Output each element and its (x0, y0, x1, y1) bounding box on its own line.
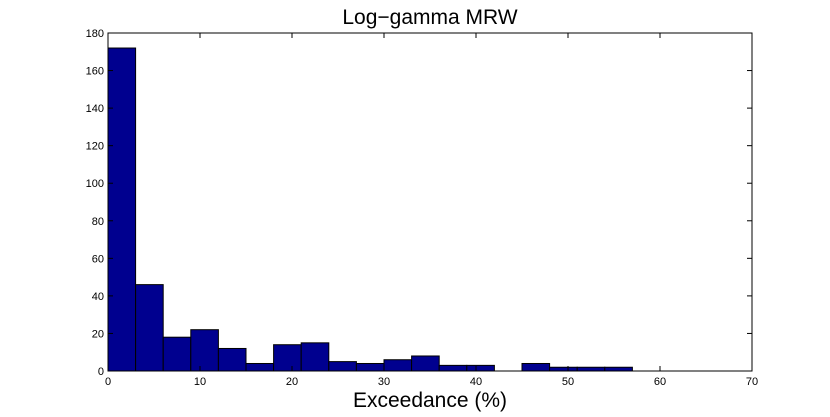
plot-frame (107, 32, 753, 372)
histogram-bar (355, 362, 385, 372)
histogram-bar (273, 344, 302, 372)
histogram-bar (438, 364, 468, 372)
histogram-bar (576, 366, 606, 372)
y-tick-label: 140 (86, 103, 104, 115)
y-tick-label: 60 (92, 253, 104, 265)
y-tick-label: 80 (92, 216, 104, 228)
y-tick-label: 20 (92, 328, 104, 340)
chart-title: Log−gamma MRW (342, 6, 517, 29)
histogram-bar (162, 336, 192, 372)
x-tick-label: 0 (105, 376, 111, 388)
histogram-bar (328, 361, 357, 372)
x-tick-label: 70 (746, 376, 758, 388)
y-tick-label: 180 (86, 28, 104, 40)
y-tick-label: 160 (86, 66, 104, 78)
histogram-bar (300, 342, 330, 372)
histogram-bar (549, 366, 578, 372)
x-tick-label: 30 (378, 376, 390, 388)
histogram-bar (604, 366, 633, 372)
histogram-bar (217, 347, 247, 372)
histogram-bar (521, 362, 551, 372)
x-tick-label: 50 (562, 376, 574, 388)
histogram-bar (107, 47, 137, 372)
ticks-group: 0 10 20 30 40 50 60 70 0 20 40 60 80 100 120 140 160 180 (86, 28, 758, 388)
y-tick-label: 100 (86, 178, 104, 190)
histogram-bar (466, 364, 495, 372)
y-tick-label: 0 (98, 366, 104, 378)
x-tick-label: 40 (470, 376, 482, 388)
x-axis-label: Exceedance (%) (353, 389, 507, 412)
x-tick-label: 10 (194, 376, 206, 388)
y-tick-label: 120 (86, 141, 104, 153)
histogram-bar (190, 329, 219, 372)
histogram-bar (245, 362, 275, 372)
bars-group (107, 47, 633, 372)
x-tick-label: 60 (654, 376, 666, 388)
y-tick-label: 40 (92, 291, 104, 303)
histogram-bar (135, 284, 164, 372)
x-tick-label: 20 (286, 376, 298, 388)
histogram-bar (383, 359, 413, 372)
histogram-bar (411, 355, 440, 372)
